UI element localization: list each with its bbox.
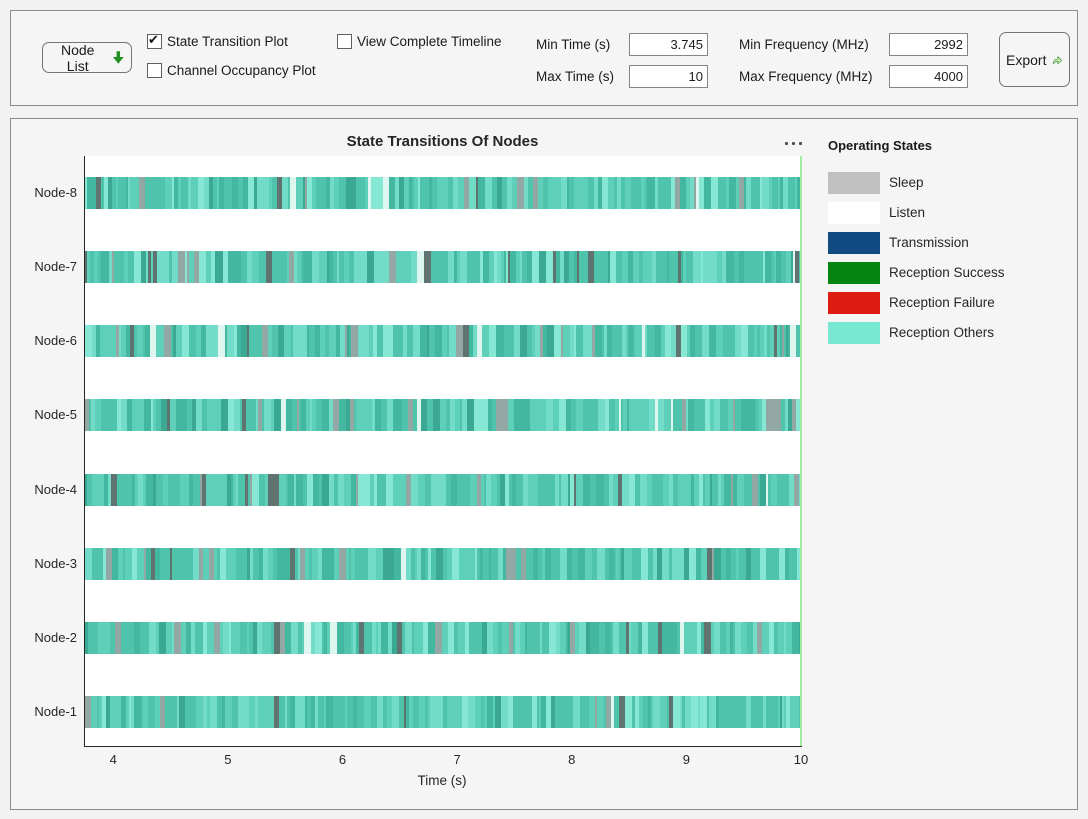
max-time-label: Max Time (s) xyxy=(536,69,615,84)
node-list-button[interactable]: Node List xyxy=(42,41,132,74)
x-axis-label: Time (s) xyxy=(417,773,467,788)
state-bar-node-2 xyxy=(85,622,802,654)
max-frequency-label: Max Frequency (MHz) xyxy=(739,69,873,84)
legend-swatch-reception-failure xyxy=(828,292,880,314)
x-tick-label-8: 8 xyxy=(568,752,576,767)
control-panel: Node List State Transition Plot Channel … xyxy=(10,10,1078,106)
checkbox-icon xyxy=(147,63,162,78)
min-frequency-input[interactable] xyxy=(889,33,968,56)
axes-toolbar-ellipsis-icon[interactable] xyxy=(775,136,811,150)
state-bar-node-4 xyxy=(85,474,802,506)
state-bar-node-3 xyxy=(85,548,802,580)
legend-label-reception-others: Reception Others xyxy=(889,325,995,340)
legend-label-sleep: Sleep xyxy=(889,175,924,190)
min-frequency-label: Min Frequency (MHz) xyxy=(739,37,869,52)
x-tick-label-10: 10 xyxy=(793,752,809,767)
y-tick-label-node-6: Node-6 xyxy=(34,333,77,348)
state-transition-axes xyxy=(84,156,802,747)
checkbox-icon xyxy=(337,34,352,49)
checkbox-icon xyxy=(147,32,162,49)
x-tick-label-9: 9 xyxy=(682,752,690,767)
state-bar-node-6 xyxy=(85,325,802,357)
plot-title: State Transitions Of Nodes xyxy=(346,133,539,150)
max-frequency-input[interactable] xyxy=(889,65,968,88)
legend-swatch-transmission xyxy=(828,232,880,254)
legend-swatch-reception-others xyxy=(828,322,880,344)
checkbox-label: Channel Occupancy Plot xyxy=(167,63,316,78)
x-tick-label-5: 5 xyxy=(224,752,232,767)
time-boundary-line xyxy=(800,156,802,746)
state-bar-node-8 xyxy=(85,177,802,209)
green-down-arrow-icon xyxy=(113,51,125,64)
legend-title: Operating States xyxy=(828,138,933,153)
export-button[interactable]: Export xyxy=(999,32,1070,87)
legend-swatch-sleep xyxy=(828,172,880,194)
y-tick-label-node-7: Node-7 xyxy=(34,259,77,274)
node-list-label: Node List xyxy=(60,41,95,74)
green-share-arrow-icon xyxy=(1053,55,1063,64)
export-label: Export xyxy=(1006,51,1047,68)
y-tick-label-node-5: Node-5 xyxy=(34,407,77,422)
state-bar-node-5 xyxy=(85,399,802,431)
x-tick-label-6: 6 xyxy=(338,752,347,767)
legend-label-reception-success: Reception Success xyxy=(889,265,1005,280)
y-tick-label-node-3: Node-3 xyxy=(34,556,77,571)
min-time-label: Min Time (s) xyxy=(536,37,611,52)
checkbox-channel-occupancy-plot[interactable]: Channel Occupancy Plot xyxy=(147,63,316,78)
legend-label-listen: Listen xyxy=(889,205,926,220)
legend-label-reception-failure: Reception Failure xyxy=(889,295,995,310)
state-bar-node-7 xyxy=(85,251,802,283)
legend-label-transmission: Transmission xyxy=(889,235,969,250)
y-tick-label-node-8: Node-8 xyxy=(34,185,77,200)
legend-swatch-listen xyxy=(828,202,880,224)
checkbox-state-transition-plot[interactable]: State Transition Plot xyxy=(147,32,288,49)
state-bar-node-1 xyxy=(85,696,802,728)
checkbox-label: View Complete Timeline xyxy=(357,34,502,49)
y-tick-label-node-4: Node-4 xyxy=(34,482,77,497)
checkbox-label: State Transition Plot xyxy=(167,34,288,49)
y-tick-label-node-2: Node-2 xyxy=(34,630,77,645)
x-tick-label-7: 7 xyxy=(453,752,461,767)
y-tick-label-node-1: Node-1 xyxy=(34,704,77,719)
min-time-input[interactable] xyxy=(629,33,708,56)
x-tick-label-4: 4 xyxy=(109,752,117,767)
legend-swatch-reception-success xyxy=(828,262,880,284)
checkbox-view-complete-timeline[interactable]: View Complete Timeline xyxy=(337,34,502,49)
plot-panel: State Transitions Of Nodes Time (s) Oper… xyxy=(10,118,1078,810)
max-time-input[interactable] xyxy=(629,65,708,88)
